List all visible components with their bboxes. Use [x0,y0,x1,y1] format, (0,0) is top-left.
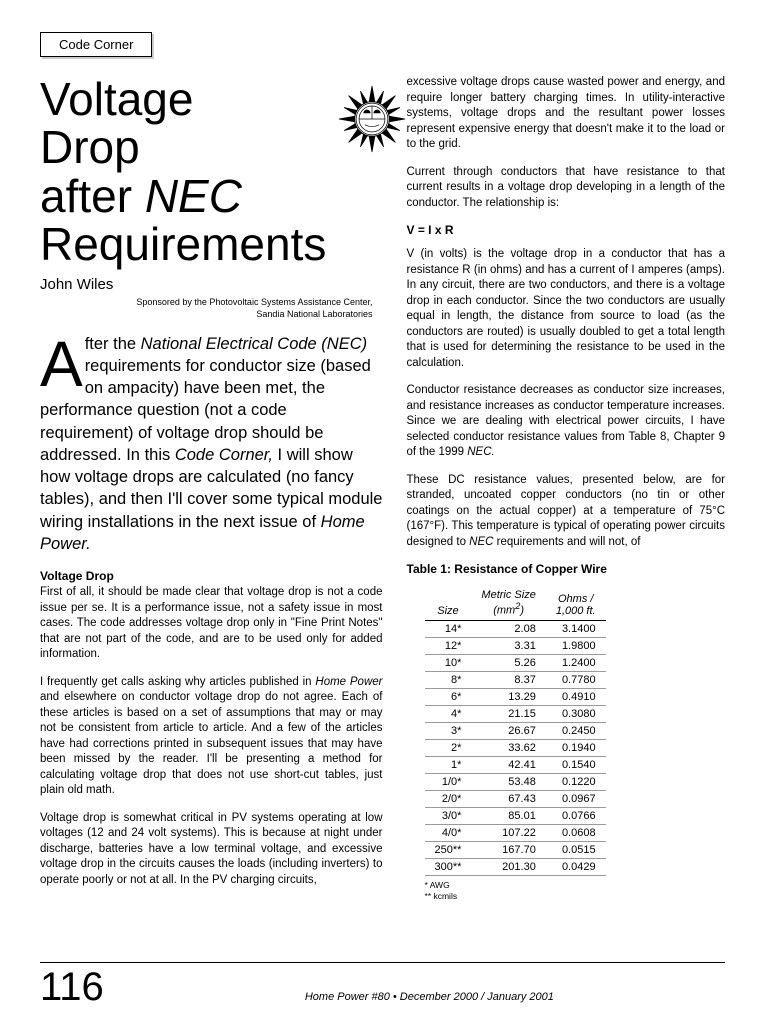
table-cell: 1/0* [425,774,472,791]
table-cell: 14* [425,621,472,638]
table-row: 300**201.300.0429 [425,859,606,876]
section-label: Code Corner [40,32,152,57]
table-row: 2/0*67.430.0967 [425,791,606,808]
table-cell: 1.2400 [546,655,606,672]
table-cell: 5.26 [471,655,545,672]
table-row: 4/0*107.220.0608 [425,825,606,842]
table-cell: 10* [425,655,472,672]
title-line: after NEC [40,170,242,222]
paragraph: excessive voltage drops cause wasted pow… [407,75,726,153]
paragraph: Conductor resistance decreases as conduc… [407,383,726,461]
table-row: 2*33.620.1940 [425,740,606,757]
paragraph: V (in volts) is the voltage drop in a co… [407,247,726,371]
table-cell: 0.1220 [546,774,606,791]
sun-icon [336,83,408,155]
table-header: Ohms /1,000 ft. [546,586,606,620]
table-cell: 107.22 [471,825,545,842]
table-cell: 0.0515 [546,842,606,859]
table-cell: 300** [425,859,472,876]
footnote-line: ** kcmils [425,891,458,901]
table-cell: 0.0967 [546,791,606,808]
table-cell: 167.70 [471,842,545,859]
title-line: Drop [40,121,140,173]
author-name: John Wiles [40,276,383,293]
paragraph: Current through conductors that have res… [407,165,726,212]
table-cell: 6* [425,689,472,706]
right-column: excessive voltage drops cause wasted pow… [407,75,726,902]
title-line: Requirements [40,218,326,270]
sponsor-text: Sponsored by the Photovoltaic Systems As… [40,297,383,320]
resistance-table: Size Metric Size(mm2) Ohms /1,000 ft. 14… [425,586,606,876]
table-header: Size [425,586,472,620]
table-cell: 3* [425,723,472,740]
table-title: Table 1: Resistance of Copper Wire [407,562,726,576]
paragraph: I frequently get calls asking why articl… [40,675,383,799]
table-row: 1/0*53.480.1220 [425,774,606,791]
table-cell: 250** [425,842,472,859]
table-cell: 0.0766 [546,808,606,825]
table-row: 12*3.311.9800 [425,638,606,655]
table-cell: 8.37 [471,672,545,689]
table-cell: 0.2450 [546,723,606,740]
intro-paragraph: After the National Electrical Code (NEC)… [40,333,383,556]
table-cell: 85.01 [471,808,545,825]
table-cell: 0.3080 [546,706,606,723]
paragraph: First of all, it should be made clear th… [40,585,383,663]
table-row: 3/0*85.010.0766 [425,808,606,825]
table-cell: 0.0429 [546,859,606,876]
footnote-line: * AWG [425,880,450,890]
table-cell: 53.48 [471,774,545,791]
table-cell: 12* [425,638,472,655]
table-cell: 0.0608 [546,825,606,842]
table-cell: 4* [425,706,472,723]
table-row: 4*21.150.3080 [425,706,606,723]
dropcap: A [40,333,85,391]
sponsor-line: Sandia National Laboratories [256,309,372,319]
table-footnote: * AWG ** kcmils [425,880,726,902]
article-title: Voltage Drop after NEC Requirements [40,75,326,268]
table-cell: 21.15 [471,706,545,723]
paragraph: Voltage drop is somewhat critical in PV … [40,811,383,889]
table-cell: 13.29 [471,689,545,706]
table-row: 1*42.410.1540 [425,757,606,774]
table-cell: 3.31 [471,638,545,655]
table-cell: 3/0* [425,808,472,825]
table-cell: 8* [425,672,472,689]
table-cell: 0.7780 [546,672,606,689]
table-row: 250**167.700.0515 [425,842,606,859]
table-cell: 2.08 [471,621,545,638]
table-cell: 1.9800 [546,638,606,655]
formula: V = I x R [407,223,726,237]
sponsor-line: Sponsored by the Photovoltaic Systems As… [136,297,372,307]
footer-citation: Home Power #80 • December 2000 / January… [134,991,725,1003]
table-cell: 201.30 [471,859,545,876]
table-row: 10*5.261.2400 [425,655,606,672]
table-cell: 26.67 [471,723,545,740]
table-row: 6*13.290.4910 [425,689,606,706]
table-cell: 4/0* [425,825,472,842]
table-cell: 2/0* [425,791,472,808]
table-cell: 0.4910 [546,689,606,706]
table-row: 14*2.083.1400 [425,621,606,638]
table-cell: 0.1540 [546,757,606,774]
page-number: 116 [40,965,104,1010]
left-column: Voltage Drop after NEC Requirements [40,75,383,902]
paragraph: These DC resistance values, presented be… [407,473,726,551]
page-footer: 116 Home Power #80 • December 2000 / Jan… [40,962,725,1010]
table-cell: 0.1940 [546,740,606,757]
table-cell: 2* [425,740,472,757]
table-row: 3*26.670.2450 [425,723,606,740]
table-row: 8*8.370.7780 [425,672,606,689]
table-cell: 33.62 [471,740,545,757]
table-cell: 1* [425,757,472,774]
table-cell: 67.43 [471,791,545,808]
table-header: Metric Size(mm2) [471,586,545,620]
subhead-voltage-drop: Voltage Drop [40,569,383,583]
table-cell: 3.1400 [546,621,606,638]
table-cell: 42.41 [471,757,545,774]
title-line: Voltage [40,73,193,125]
